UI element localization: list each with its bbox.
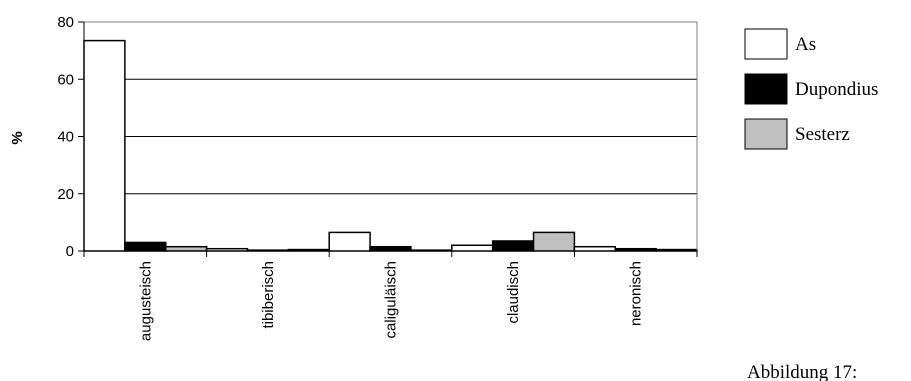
x-tick-label: augusteisch [137, 261, 154, 341]
x-ticks: augusteisch tibiberisch caliguläisch claudi… [83, 251, 698, 341]
legend-label-sesterz: Sesterz [795, 124, 850, 145]
bar-as-claudisch [451, 244, 494, 252]
y-ticks: 0 20 40 60 80 [57, 14, 84, 260]
figure-caption: Abbildung 17: [747, 362, 857, 381]
y-tick-label: 60 [57, 71, 74, 88]
y-tick-label: 80 [57, 14, 74, 31]
bar-dupondius-claudisch [491, 240, 535, 252]
bar-dupondius-caliguläisch [369, 245, 412, 252]
bar-sesterz-claudisch [532, 231, 576, 252]
x-tick-label: tibiberisch [260, 261, 277, 329]
y-tick-label: 0 [66, 243, 74, 260]
y-tick-label: 40 [57, 129, 74, 146]
legend-swatch-sesterz [744, 118, 788, 150]
legend-swatch-dupondius [744, 73, 788, 105]
gridlines [84, 21, 697, 195]
bar-dupondius-augusteisch [124, 241, 167, 252]
legend-label-dupondius: Dupondius [795, 79, 878, 100]
bar-as-augusteisch [83, 39, 126, 252]
x-tick-label: claudisch [505, 261, 522, 324]
x-tick-label: caliguläisch [383, 261, 400, 339]
y-axis-label: % [9, 131, 26, 144]
bars [83, 39, 698, 252]
bar-sesterz-augusteisch [164, 245, 208, 252]
y-tick-label: 20 [57, 186, 74, 203]
bar-as-caliguläisch [328, 231, 371, 252]
legend-label-as: As [795, 34, 816, 55]
legend-swatch-as [744, 28, 788, 60]
legend: As Dupondius Sesterz [744, 28, 878, 150]
bar-as-neronisch [573, 245, 617, 252]
x-tick-label: neronisch [628, 261, 645, 326]
